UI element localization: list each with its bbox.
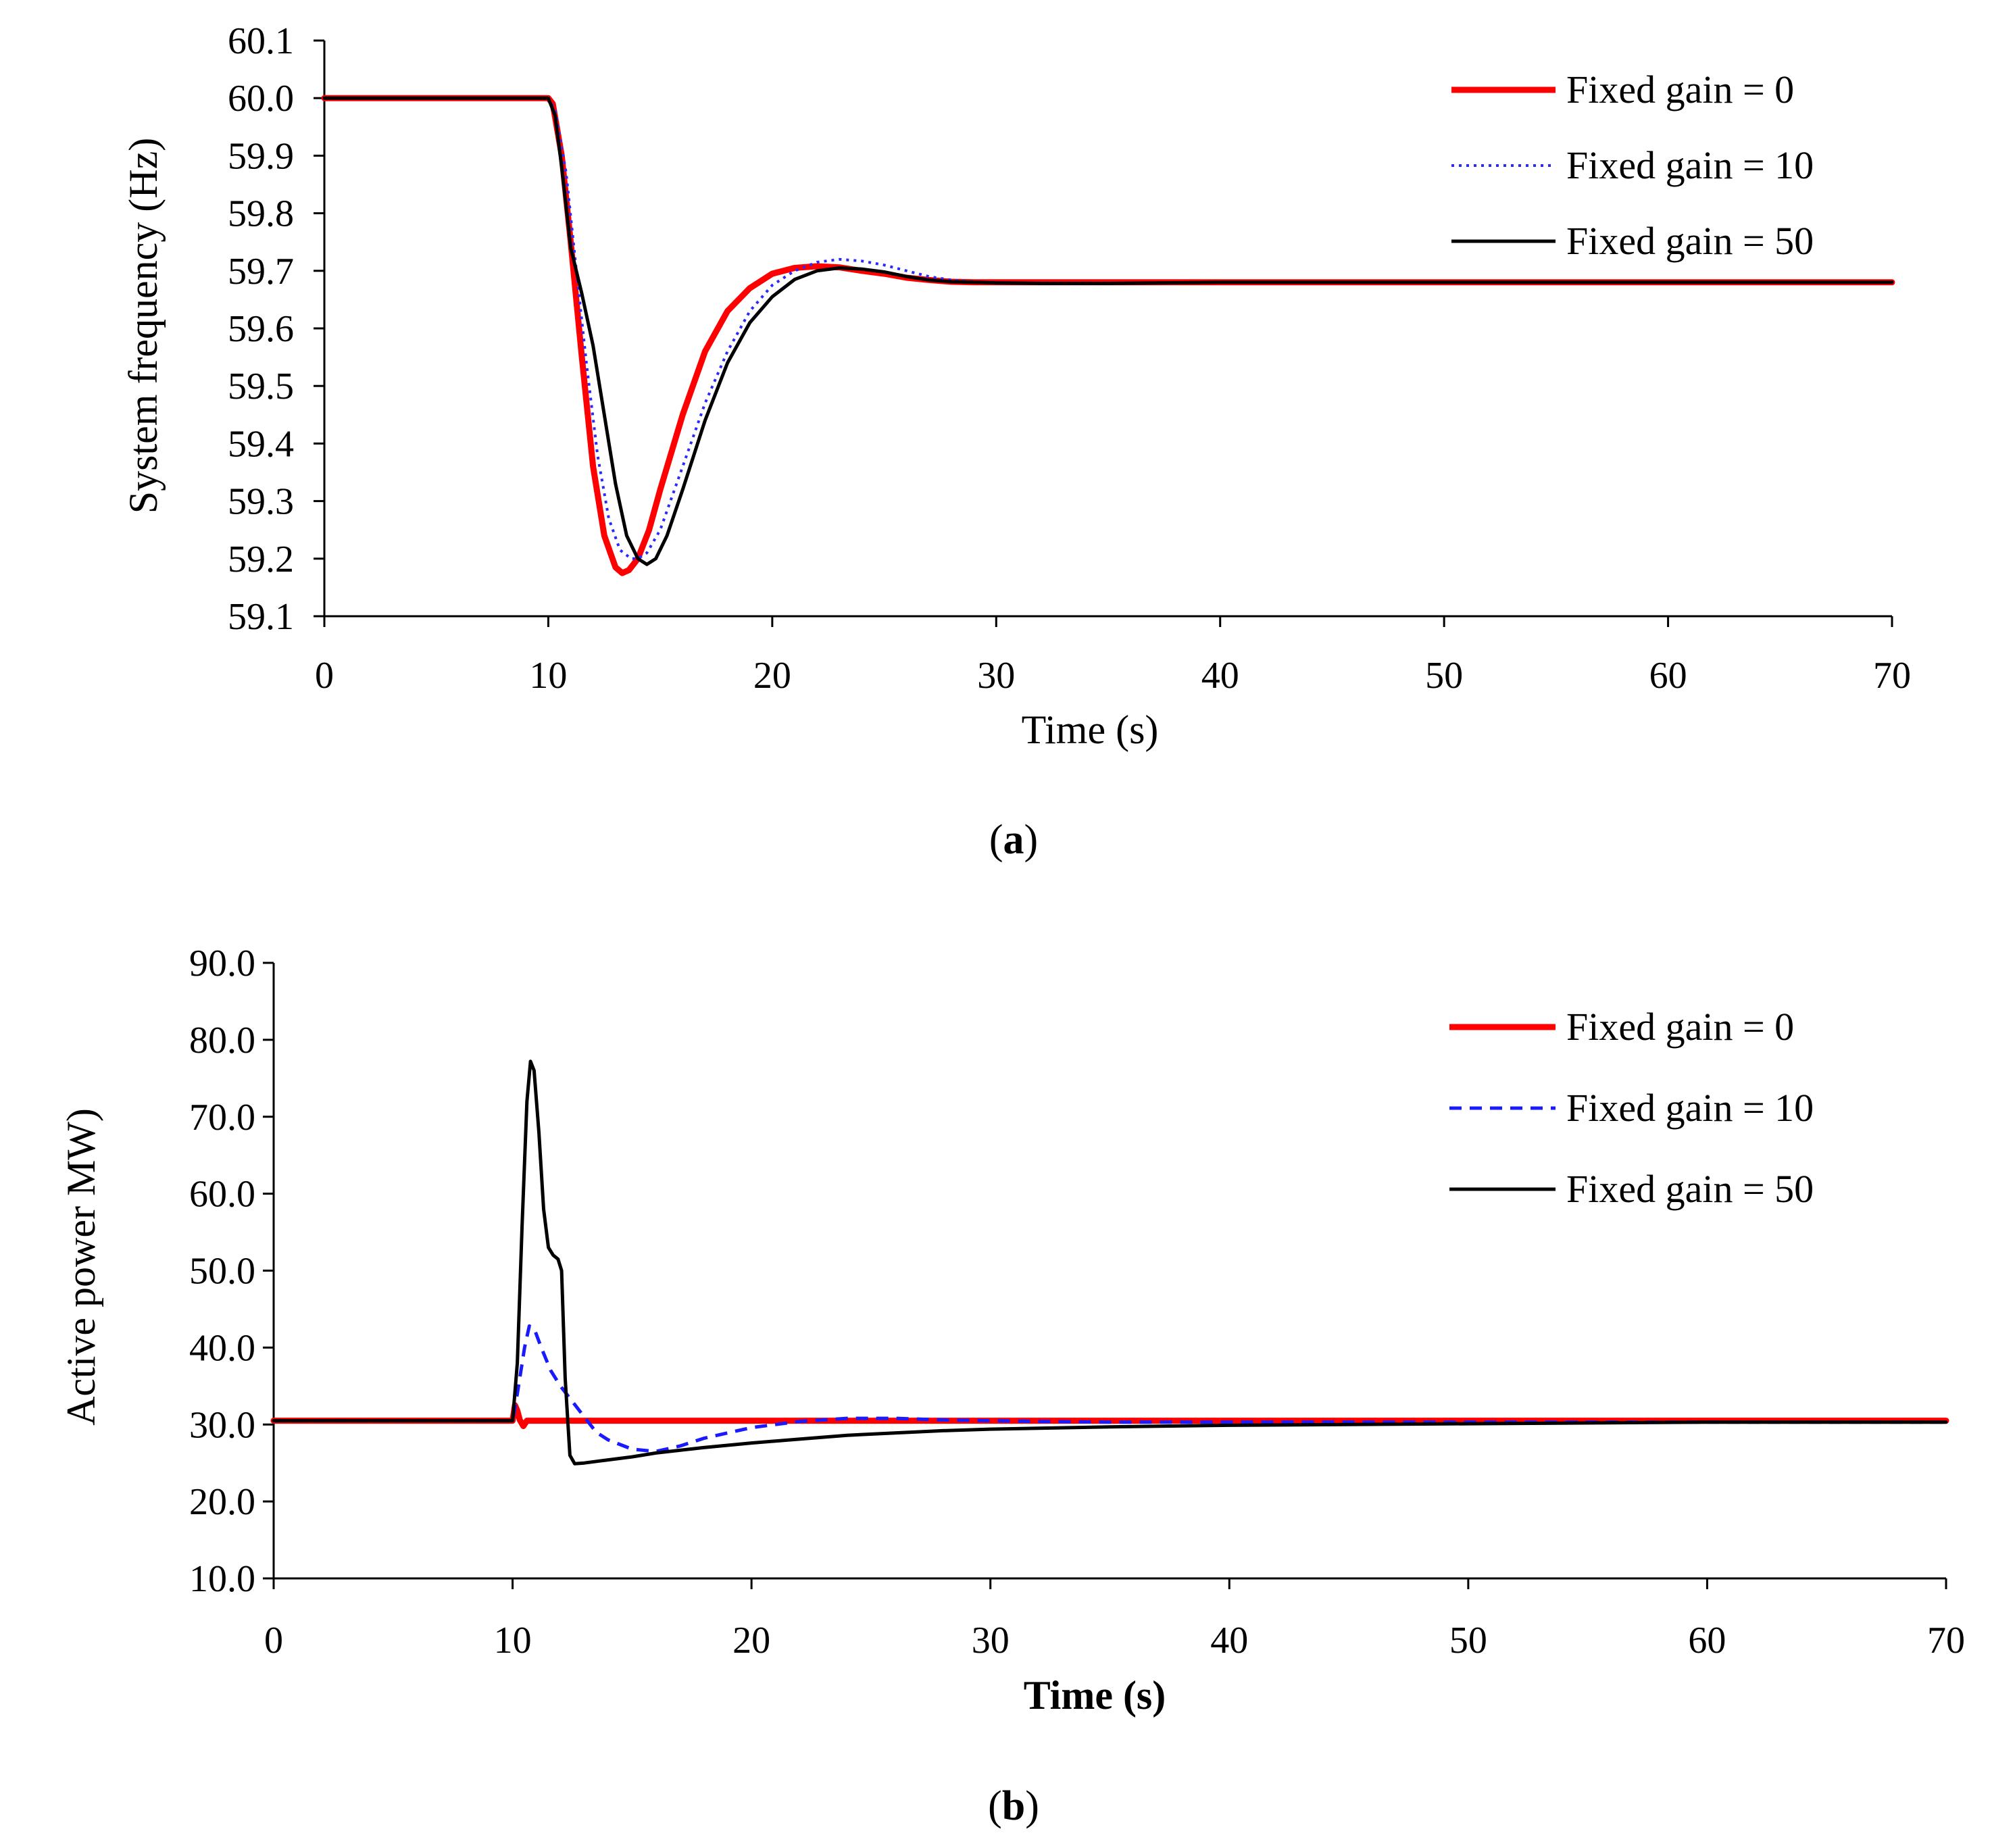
frequency-chart-x-tick-label: 40 bbox=[1201, 655, 1239, 697]
active-power-chart-x-tick-label: 70 bbox=[1927, 1620, 1965, 1662]
active-power-chart-y-tick-label: 40.0 bbox=[189, 1327, 255, 1369]
active-power-chart-xlabel: Time (s) bbox=[1024, 1673, 1166, 1718]
active-power-chart-x-tick-label: 50 bbox=[1449, 1620, 1487, 1662]
active-power-chart-x-tick-label: 30 bbox=[972, 1620, 1010, 1662]
active-power-chart-series bbox=[270, 1059, 1949, 1466]
frequency-chart-y-tick-label: 59.4 bbox=[228, 423, 294, 465]
frequency-chart-series-line-2 bbox=[322, 96, 1894, 566]
active-power-chart-y-tick-label: 30.0 bbox=[189, 1404, 255, 1446]
active-power-chart-y-tick-label: 80.0 bbox=[189, 1020, 255, 1062]
frequency-chart-y-tick-label: 59.2 bbox=[228, 539, 294, 580]
frequency-chart: 59.1 59.2 59.3 59.4 59.5 59.6 59.7 59.8 59.9 60.0… bbox=[121, 20, 1911, 752]
frequency-chart-legend-label: Fixed gain = 0 bbox=[1566, 68, 1794, 111]
active-power-chart-legend-label: Fixed gain = 10 bbox=[1566, 1086, 1814, 1130]
frequency-chart-y-tick-label: 60.0 bbox=[228, 78, 294, 120]
active-power-chart-y-tick-label: 90.0 bbox=[189, 943, 255, 984]
active-power-chart-axes: 10.0 20.0 30.0 40.0 50.0 60.0 70.0 80.0 90.0 0 10 2… bbox=[189, 943, 1965, 1662]
frequency-chart-ylabel: System frequency (Hz) bbox=[121, 138, 166, 514]
frequency-chart-x-tick-label: 10 bbox=[529, 655, 567, 697]
active-power-chart-x-tick-label: 10 bbox=[494, 1620, 532, 1662]
frequency-chart-y-tick-label: 59.9 bbox=[228, 135, 294, 177]
active-power-chart-legend-label: Fixed gain = 50 bbox=[1566, 1167, 1814, 1211]
active-power-chart-series-line-1 bbox=[274, 1324, 1946, 1453]
caption-a: (a) bbox=[989, 817, 1038, 863]
active-power-chart-y-tick-label: 60.0 bbox=[189, 1174, 255, 1216]
frequency-chart-x-tick-label: 60 bbox=[1649, 655, 1687, 697]
active-power-chart-y-tick-label: 50.0 bbox=[189, 1251, 255, 1293]
frequency-chart-axes: 59.1 59.2 59.3 59.4 59.5 59.6 59.7 59.8 59.9 60.0… bbox=[228, 20, 1911, 697]
frequency-chart-x-tick-label: 70 bbox=[1873, 655, 1911, 697]
active-power-chart-x-tick-label: 60 bbox=[1688, 1620, 1726, 1662]
frequency-chart-x-tick-label: 50 bbox=[1425, 655, 1463, 697]
frequency-chart-y-tick-label: 60.1 bbox=[228, 20, 294, 62]
active-power-chart-legend: Fixed gain = 0 Fixed gain = 10 Fixed gain … bbox=[1449, 1005, 1814, 1211]
active-power-chart-x-tick-label: 40 bbox=[1210, 1620, 1248, 1662]
frequency-chart-legend: Fixed gain = 0 Fixed gain = 10 Fixed gain … bbox=[1451, 68, 1814, 263]
active-power-chart-x-tick-label: 20 bbox=[732, 1620, 770, 1662]
frequency-chart-x-tick-label: 0 bbox=[315, 655, 334, 697]
frequency-chart-legend-label: Fixed gain = 10 bbox=[1566, 143, 1814, 187]
frequency-chart-y-tick-label: 59.3 bbox=[228, 481, 294, 523]
active-power-chart: 10.0 20.0 30.0 40.0 50.0 60.0 70.0 80.0 90.0 0 10 2… bbox=[59, 943, 1965, 1718]
frequency-chart-y-tick-label: 59.6 bbox=[228, 308, 294, 350]
active-power-chart-ylabel: Active power MW) bbox=[59, 1108, 103, 1426]
active-power-chart-y-tick-label: 70.0 bbox=[189, 1097, 255, 1139]
active-power-chart-x-tick-label: 0 bbox=[264, 1620, 283, 1662]
frequency-chart-y-tick-label: 59.1 bbox=[228, 596, 294, 638]
frequency-chart-y-tick-label: 59.8 bbox=[228, 193, 294, 235]
active-power-chart-legend-label: Fixed gain = 0 bbox=[1566, 1005, 1794, 1049]
frequency-chart-legend-label: Fixed gain = 50 bbox=[1566, 219, 1814, 263]
frequency-chart-series bbox=[321, 95, 1895, 576]
active-power-chart-y-tick-label: 10.0 bbox=[189, 1558, 255, 1600]
frequency-chart-xlabel: Time (s) bbox=[1022, 707, 1159, 752]
caption-b: (b) bbox=[988, 1783, 1039, 1829]
frequency-chart-y-tick-label: 59.5 bbox=[228, 366, 294, 407]
active-power-chart-y-tick-label: 20.0 bbox=[189, 1481, 255, 1523]
frequency-chart-x-tick-label: 20 bbox=[753, 655, 791, 697]
frequency-chart-y-tick-label: 59.7 bbox=[228, 251, 294, 293]
active-power-chart-series-line-2 bbox=[272, 1059, 1948, 1466]
frequency-chart-x-tick-label: 30 bbox=[977, 655, 1015, 697]
